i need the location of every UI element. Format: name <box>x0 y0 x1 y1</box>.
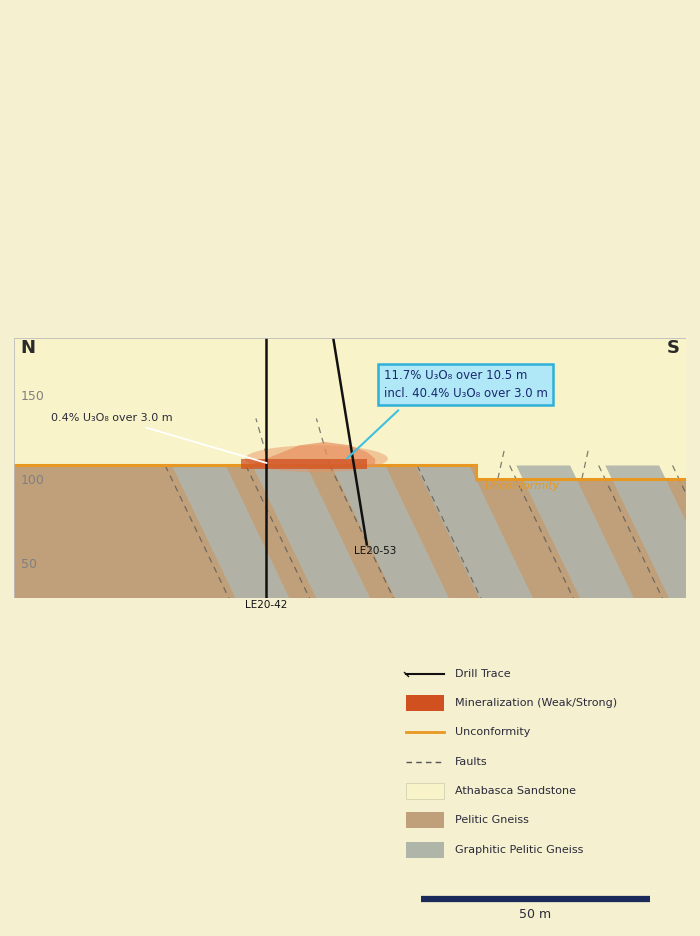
Text: Athabasca Sandstone: Athabasca Sandstone <box>455 786 576 796</box>
Polygon shape <box>416 465 533 598</box>
Text: 150: 150 <box>21 390 45 403</box>
Text: LE20-53: LE20-53 <box>354 546 396 556</box>
Text: N: N <box>21 340 36 358</box>
Polygon shape <box>332 465 449 598</box>
Polygon shape <box>241 459 367 469</box>
Text: LE20-42: LE20-42 <box>245 600 287 610</box>
Text: Pelitic Gneiss: Pelitic Gneiss <box>455 815 529 826</box>
Text: 0.4% U₃O₈ over 3.0 m: 0.4% U₃O₈ over 3.0 m <box>51 414 173 423</box>
Text: Faults: Faults <box>455 756 488 767</box>
Polygon shape <box>253 465 370 598</box>
Text: Unconformity: Unconformity <box>484 481 560 491</box>
Polygon shape <box>14 465 686 598</box>
Text: Mineralization (Weak/Strong): Mineralization (Weak/Strong) <box>455 698 617 708</box>
Polygon shape <box>14 338 686 479</box>
FancyBboxPatch shape <box>407 812 444 828</box>
Polygon shape <box>172 465 289 598</box>
Polygon shape <box>249 442 375 465</box>
Text: 50: 50 <box>21 558 36 571</box>
FancyBboxPatch shape <box>407 841 444 857</box>
Polygon shape <box>606 465 700 598</box>
Text: Unconformity: Unconformity <box>455 727 531 738</box>
Text: Drill Trace: Drill Trace <box>455 668 511 679</box>
Text: Graphitic Pelitic Gneiss: Graphitic Pelitic Gneiss <box>455 844 584 855</box>
Text: 100: 100 <box>21 475 45 487</box>
Ellipse shape <box>245 446 388 472</box>
Text: S: S <box>666 340 679 358</box>
Text: 11.7% U₃O₈ over 10.5 m
incl. 40.4% U₃O₈ over 3.0 m: 11.7% U₃O₈ over 10.5 m incl. 40.4% U₃O₈ … <box>384 369 547 400</box>
FancyBboxPatch shape <box>407 782 444 799</box>
Text: 50 m: 50 m <box>519 908 552 921</box>
FancyBboxPatch shape <box>407 695 444 711</box>
Polygon shape <box>517 465 634 598</box>
